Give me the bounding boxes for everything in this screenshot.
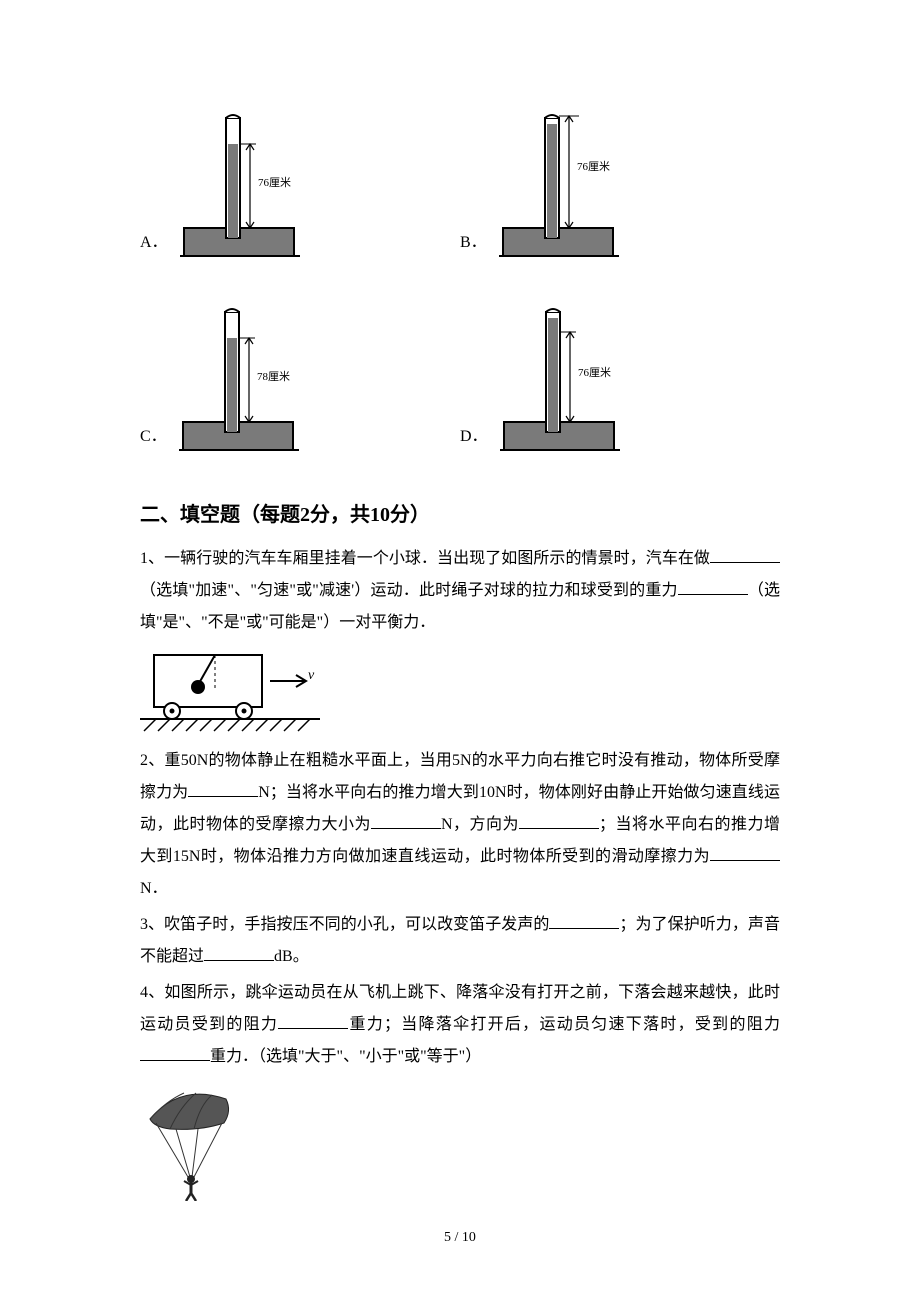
q1-text: 1、一辆行驶的汽车车厢里挂着一个小球．当出现了如图所示的情景时，汽车在做 （选填"…	[140, 543, 780, 639]
cart-figure: v	[140, 647, 320, 732]
section-2-heading: 二、填空题（每题2分，共10分）	[140, 498, 780, 527]
option-c: C． 78厘米	[140, 304, 460, 454]
barometer-a-figure: 76厘米	[176, 110, 316, 260]
barometer-c-figure: 78厘米	[175, 304, 315, 454]
option-d: D． 76厘米	[460, 304, 780, 454]
q1-part-b: （选填"加速"、"匀速"或"减速'）运动．此时绳子对球的拉力和球受到的重力	[140, 582, 678, 599]
barometer-b-figure: 76厘米	[495, 110, 635, 260]
q4-text: 4、如图所示，跳伞运动员在从飞机上跳下、降落伞没有打开之前，下落会越来越快，此时…	[140, 977, 780, 1073]
q1-part-a: 1、一辆行驶的汽车车厢里挂着一个小球．当出现了如图所示的情景时，汽车在做	[140, 550, 710, 567]
q4-part-c: 重力．（选填"大于"、"小于"或"等于"）	[210, 1048, 481, 1065]
option-a: A． 76厘米	[140, 110, 460, 260]
q2-part-e: N．	[140, 880, 168, 897]
q3-blank-2[interactable]	[204, 944, 274, 961]
option-row-2: C． 78厘米 D．	[140, 304, 780, 454]
q2-blank-1[interactable]	[188, 780, 258, 797]
option-c-label: C．	[140, 422, 167, 454]
q2-blank-4[interactable]	[710, 844, 780, 861]
q2-part-c: N，方向为	[441, 816, 519, 833]
option-row-1: A． 76厘米 B．	[140, 110, 780, 260]
q3-text: 3、吹笛子时，手指按压不同的小孔，可以改变笛子发声的；为了保护听力，声音不能超过…	[140, 909, 780, 973]
option-d-label: D．	[460, 422, 488, 454]
barometer-d-height: 76厘米	[578, 366, 611, 379]
q2-text: 2、重50N的物体静止在粗糙水平面上，当用5N的水平力向右推它时没有推动，物体所…	[140, 745, 780, 905]
q3-part-a: 3、吹笛子时，手指按压不同的小孔，可以改变笛子发声的	[140, 916, 549, 933]
option-b-label: B．	[460, 228, 487, 260]
barometer-b-height: 76厘米	[577, 160, 610, 173]
q4-blank-1[interactable]	[278, 1012, 348, 1029]
q2-blank-2[interactable]	[371, 812, 441, 829]
q4-blank-2[interactable]	[140, 1044, 210, 1061]
barometer-d-figure: 76厘米	[496, 304, 636, 454]
option-a-label: A．	[140, 228, 168, 260]
q1-blank-2[interactable]	[678, 578, 748, 595]
q3-blank-1[interactable]	[549, 912, 619, 929]
parachute-figure	[140, 1081, 250, 1201]
barometer-c-height: 78厘米	[257, 370, 290, 383]
q4-part-b: 重力；当降落伞打开后，运动员匀速下落时，受到的阻力	[348, 1016, 780, 1033]
velocity-label: v	[308, 668, 315, 683]
q2-blank-3[interactable]	[519, 812, 599, 829]
option-b: B． 76厘米	[460, 110, 780, 260]
q3-part-c: dB。	[274, 948, 309, 965]
q1-blank-1[interactable]	[710, 546, 780, 563]
barometer-a-height: 76厘米	[258, 176, 291, 189]
page-number: 5 / 10	[140, 1230, 780, 1246]
